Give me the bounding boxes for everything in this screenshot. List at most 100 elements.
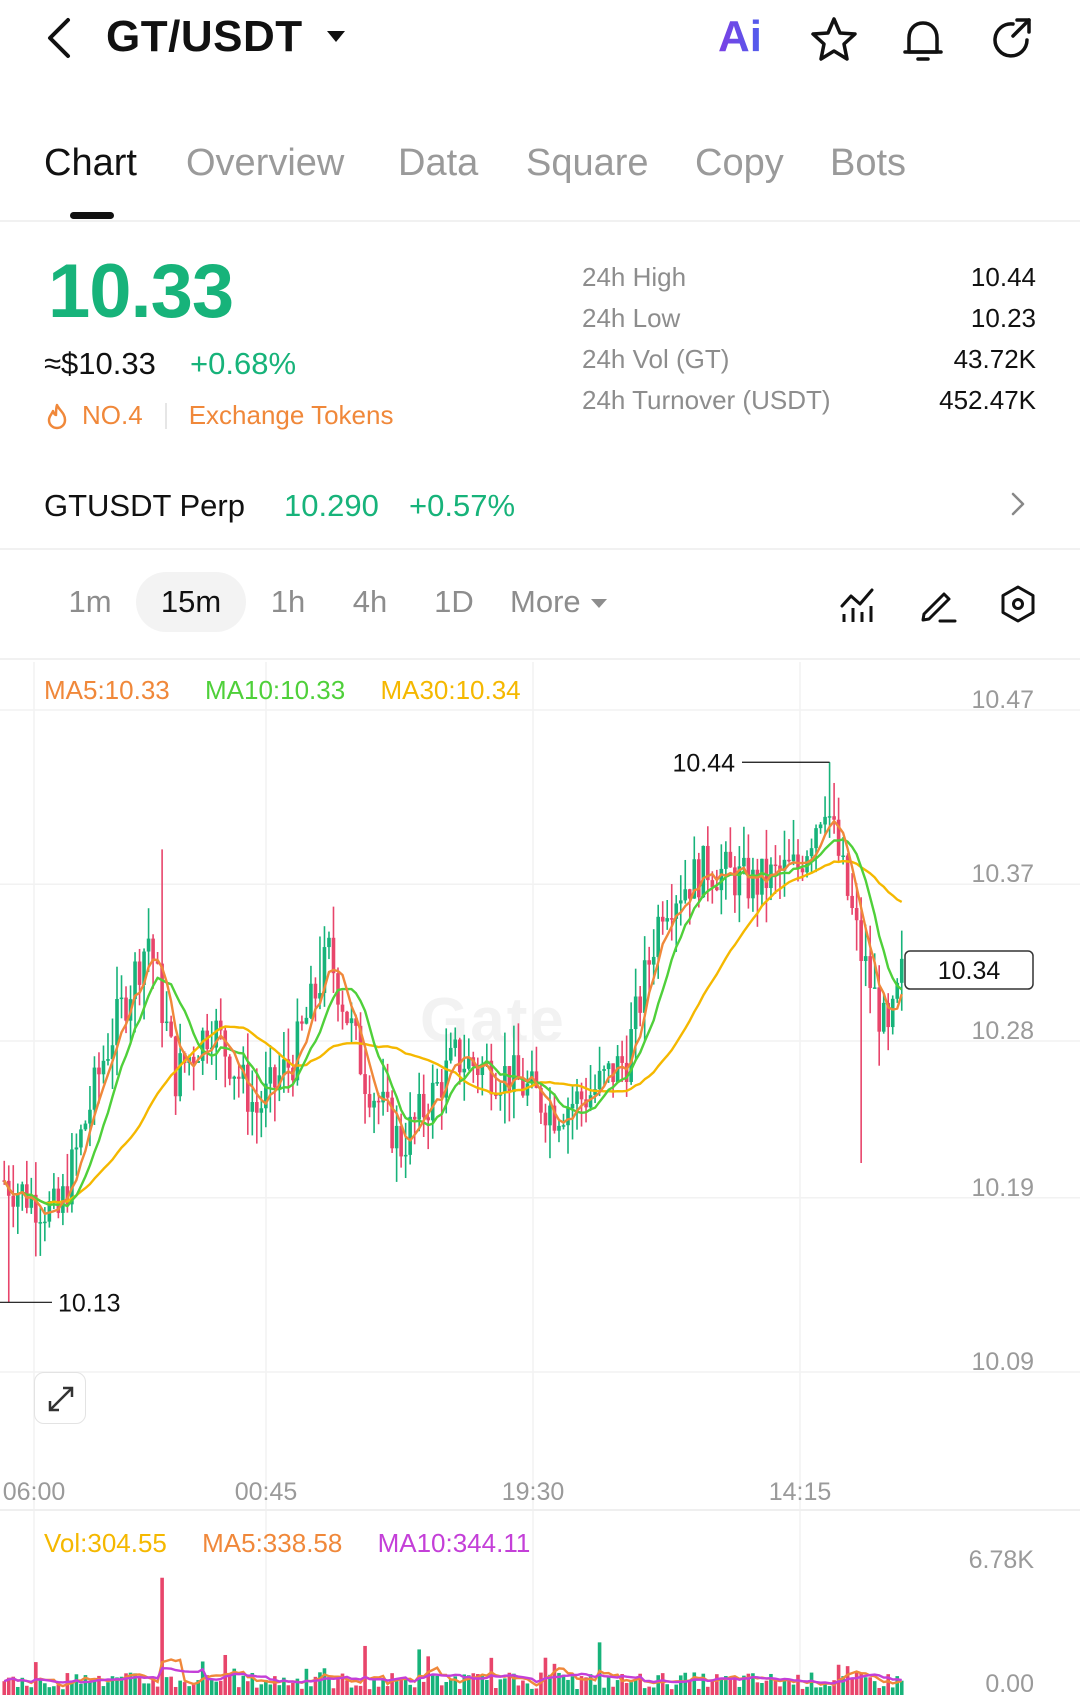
rank-row[interactable]: NO.4 Exchange Tokens xyxy=(44,400,393,431)
candle-body xyxy=(439,1082,444,1098)
volume-bar xyxy=(656,1675,661,1695)
volume-bar xyxy=(845,1666,850,1695)
candle-body xyxy=(457,1039,462,1073)
candle-body xyxy=(579,1091,584,1100)
tab-data[interactable]: Data xyxy=(398,142,479,184)
candle-body xyxy=(250,1102,255,1112)
candle-body xyxy=(890,998,895,1028)
candle-body xyxy=(11,1195,16,1207)
volume-tick-label: 0.00 xyxy=(985,1670,1034,1695)
candle-body xyxy=(575,1091,579,1104)
indicator-icon[interactable] xyxy=(838,584,878,624)
candle-body xyxy=(611,1063,615,1083)
volume-bar xyxy=(241,1675,246,1695)
volume-bar xyxy=(11,1676,16,1695)
candle-body xyxy=(809,848,814,857)
interval-1h[interactable]: 1h xyxy=(270,584,306,619)
time-tick-label: 06:00 xyxy=(3,1478,66,1506)
volume-bar xyxy=(854,1672,859,1695)
candle-body xyxy=(462,1068,467,1073)
interval-1d[interactable]: 1D xyxy=(434,584,474,619)
volume-bar xyxy=(218,1680,223,1695)
fire-icon xyxy=(47,403,67,429)
candle-body xyxy=(570,1103,575,1109)
kline-chart[interactable]: 10.47 10.37 10.28 10.19 10.09 06:00 00:45 19:30… xyxy=(0,662,1080,1695)
interval-15m[interactable]: 15m xyxy=(136,572,246,632)
stat-label: 24h Low xyxy=(582,303,681,333)
volume-bar xyxy=(115,1677,119,1695)
candle-body xyxy=(286,1059,291,1068)
candle-body xyxy=(137,961,142,985)
candle-body xyxy=(255,1102,259,1113)
volume-bar xyxy=(642,1688,647,1695)
volume-bar xyxy=(674,1684,679,1695)
volume-bar xyxy=(255,1687,259,1695)
volume-bar xyxy=(696,1688,701,1695)
volume-bar xyxy=(399,1678,403,1695)
candle-body xyxy=(597,1070,602,1090)
interval-more[interactable]: More xyxy=(510,572,636,632)
candle-body xyxy=(719,868,724,891)
settings-hexagon-icon[interactable] xyxy=(998,584,1038,624)
volume-bar xyxy=(191,1684,196,1695)
time-tick-label: 14:15 xyxy=(769,1478,832,1506)
volume-bar xyxy=(340,1673,345,1695)
tab-bots[interactable]: Bots xyxy=(830,142,907,184)
candle-body xyxy=(710,880,715,888)
volume-legend: Vol:304.55 MA5:338.58 MA10:344.11 xyxy=(44,1528,558,1559)
candle-body xyxy=(52,1188,56,1202)
volume-bar xyxy=(74,1674,79,1695)
volume-bar xyxy=(417,1649,421,1695)
category-label[interactable]: Exchange Tokens xyxy=(188,400,394,430)
volume-bar xyxy=(345,1680,349,1695)
candle-body xyxy=(466,1057,471,1069)
candle-body xyxy=(859,920,863,961)
back-arrow-icon[interactable] xyxy=(40,14,80,62)
star-favorite-icon[interactable] xyxy=(808,14,860,66)
interval-4h[interactable]: 4h xyxy=(352,584,388,619)
volume-bar xyxy=(164,1677,169,1695)
volume-bar xyxy=(480,1676,485,1695)
candle-body xyxy=(412,1116,417,1120)
bell-alert-icon[interactable] xyxy=(897,14,949,66)
volume-bar xyxy=(579,1676,584,1695)
volume-bar xyxy=(56,1684,61,1695)
volume-bar xyxy=(151,1679,155,1695)
volume-bar xyxy=(209,1678,214,1695)
volume-bar xyxy=(466,1675,471,1695)
volume-bar xyxy=(728,1676,733,1695)
chevron-right-icon[interactable] xyxy=(1008,490,1028,518)
candle-body xyxy=(489,1060,494,1095)
volume-bar xyxy=(178,1680,182,1695)
expand-chart-button[interactable] xyxy=(34,1372,86,1424)
interval-1m[interactable]: 1m xyxy=(68,584,112,619)
candle-body xyxy=(282,1059,286,1076)
volume-bar xyxy=(394,1678,399,1695)
volume-bar xyxy=(751,1673,755,1695)
candle-body xyxy=(692,859,697,899)
draw-pencil-icon[interactable] xyxy=(918,584,958,624)
volume-bar xyxy=(552,1663,557,1695)
ai-assistant-icon[interactable]: Ai xyxy=(718,12,782,64)
tab-copy[interactable]: Copy xyxy=(695,142,784,184)
volume-bar xyxy=(543,1657,548,1695)
pair-title[interactable]: GT/USDT xyxy=(106,12,303,61)
volume-bar xyxy=(814,1687,818,1695)
tab-overview[interactable]: Overview xyxy=(186,142,345,184)
candle-body xyxy=(814,828,818,849)
tab-square[interactable]: Square xyxy=(526,142,649,184)
candle-body xyxy=(476,1066,480,1076)
volume-bar xyxy=(277,1685,282,1695)
candle-body xyxy=(173,1036,178,1097)
pair-dropdown-icon[interactable] xyxy=(325,28,347,44)
volume-bar xyxy=(214,1681,219,1695)
share-icon[interactable] xyxy=(985,14,1037,66)
volume-bar xyxy=(611,1686,615,1695)
candle-body xyxy=(214,1020,219,1048)
candle-body xyxy=(620,1056,624,1063)
volume-bar xyxy=(769,1673,773,1695)
volume-bar xyxy=(282,1677,286,1695)
tab-chart[interactable]: Chart xyxy=(44,142,137,184)
candle-body xyxy=(494,1094,498,1096)
24h-stats: 24h High 10.44 24h Low 10.23 24h Vol (GT… xyxy=(582,262,1036,426)
